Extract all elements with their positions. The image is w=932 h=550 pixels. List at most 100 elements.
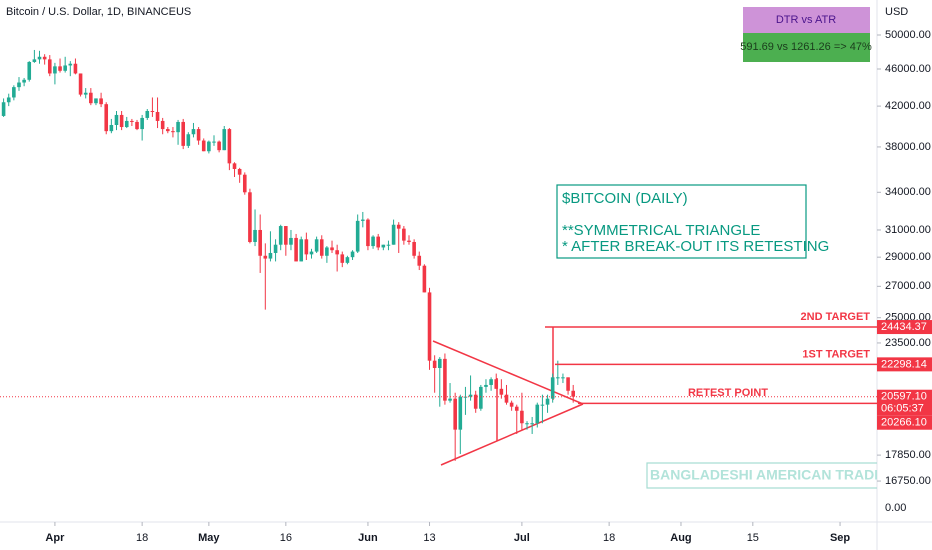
candle-body: [53, 66, 57, 74]
candle-body: [530, 423, 534, 425]
note-line: * AFTER BREAK-OUT ITS RETESTING: [562, 238, 829, 255]
candle-body: [540, 404, 545, 406]
currency-label: USD: [885, 6, 908, 18]
candle-body: [484, 384, 488, 387]
candle-body: [278, 226, 283, 245]
candle-body: [294, 237, 298, 262]
x-tick-label: Jul: [514, 532, 530, 544]
candle-body: [27, 61, 32, 80]
candle-body: [494, 379, 499, 389]
candle-body: [227, 129, 232, 164]
level-tag-box: [877, 415, 932, 430]
candle-body: [73, 63, 78, 74]
y-tick-label: 29000.00: [885, 251, 931, 263]
candle-body: [340, 254, 345, 263]
candle-body: [443, 358, 447, 401]
candle-body: [32, 59, 37, 62]
candle-body: [319, 239, 324, 256]
candle-body: [145, 110, 150, 118]
candle-body: [412, 241, 416, 256]
last-price-tag: 20597.10: [881, 391, 927, 403]
y-tick-label: 16750.00: [885, 475, 931, 487]
countdown: 06:05:37: [881, 403, 924, 415]
x-tick-label: 15: [747, 532, 759, 544]
candle-body: [191, 129, 196, 135]
watermark: BANGLADESHI AMERICAN TRADER: [650, 467, 894, 483]
x-tick-label: Jun: [358, 532, 378, 544]
candle-body: [499, 388, 504, 395]
note-line: $BITCOIN (DAILY): [562, 190, 688, 207]
candle-body: [119, 114, 124, 128]
candle-body: [176, 121, 180, 133]
candle-body: [68, 63, 73, 66]
candle-body: [366, 219, 370, 247]
triangle-lower: [440, 403, 584, 466]
level-tag: 20266.10: [881, 417, 927, 429]
candle-body: [140, 117, 144, 130]
candle-body: [232, 163, 237, 169]
y-tick-label: 23500.00: [885, 337, 931, 349]
x-tick-label: Apr: [45, 532, 65, 544]
y-tick-label: 50000.00: [885, 29, 931, 41]
candle-body: [242, 174, 247, 193]
candle-body: [207, 141, 211, 152]
note-box: [556, 184, 807, 259]
level-name: 1ST TARGET: [802, 348, 870, 360]
candle-body: [525, 423, 529, 425]
y-tick-label: 46000.00: [885, 63, 931, 75]
y-tick-label: 42000.00: [885, 100, 931, 112]
candle-body: [299, 239, 304, 262]
candle-body: [47, 59, 52, 74]
candle-body: [345, 257, 350, 263]
candle-body: [427, 292, 432, 361]
candle-body: [222, 129, 227, 151]
candle-body: [171, 131, 175, 133]
candle-body: [432, 360, 437, 368]
candle-body: [124, 120, 129, 128]
candle-body: [268, 252, 273, 259]
candle-body: [371, 236, 375, 247]
candle-body: [571, 390, 576, 397]
candle-body: [325, 247, 329, 256]
candle-body: [160, 120, 165, 130]
candle-body: [83, 92, 88, 95]
level-name: RETEST POINT: [688, 387, 768, 399]
candle-body: [355, 220, 360, 252]
indicator-text: 591.69 vs 1261.26 => 47%: [740, 41, 872, 53]
candle-body: [109, 124, 114, 132]
candle-body: [37, 56, 42, 60]
x-tick-label: Aug: [670, 532, 691, 544]
candle-body: [396, 224, 401, 229]
candle-body: [12, 87, 16, 98]
level-name: 2ND TARGET: [801, 311, 871, 323]
candle-body: [201, 140, 206, 152]
candle-body: [402, 228, 406, 241]
candle-body: [78, 73, 83, 95]
candle-body: [535, 404, 540, 424]
candle-body: [155, 111, 160, 121]
candle-body: [289, 237, 293, 245]
candle-body: [273, 244, 278, 253]
candle-body: [458, 396, 463, 430]
candle-body: [520, 410, 524, 424]
candle-body: [114, 114, 119, 125]
y-tick-label: 38000.00: [885, 141, 931, 153]
candle-body: [422, 265, 427, 293]
plot: [0, 49, 877, 461]
candle-body: [94, 98, 98, 104]
candle-body: [473, 394, 478, 409]
indicator-title: DTR vs ATR: [776, 14, 836, 26]
candle-body: [468, 394, 473, 397]
candle-body: [381, 244, 386, 248]
candle-body: [130, 120, 134, 122]
candle-body: [58, 66, 62, 71]
candle-body: [22, 79, 26, 83]
candle-body: [253, 229, 257, 242]
candle-body: [350, 251, 355, 258]
candle-body: [556, 377, 560, 379]
candle-body: [330, 247, 334, 251]
candle-body: [150, 110, 155, 112]
candle-body: [263, 255, 268, 259]
